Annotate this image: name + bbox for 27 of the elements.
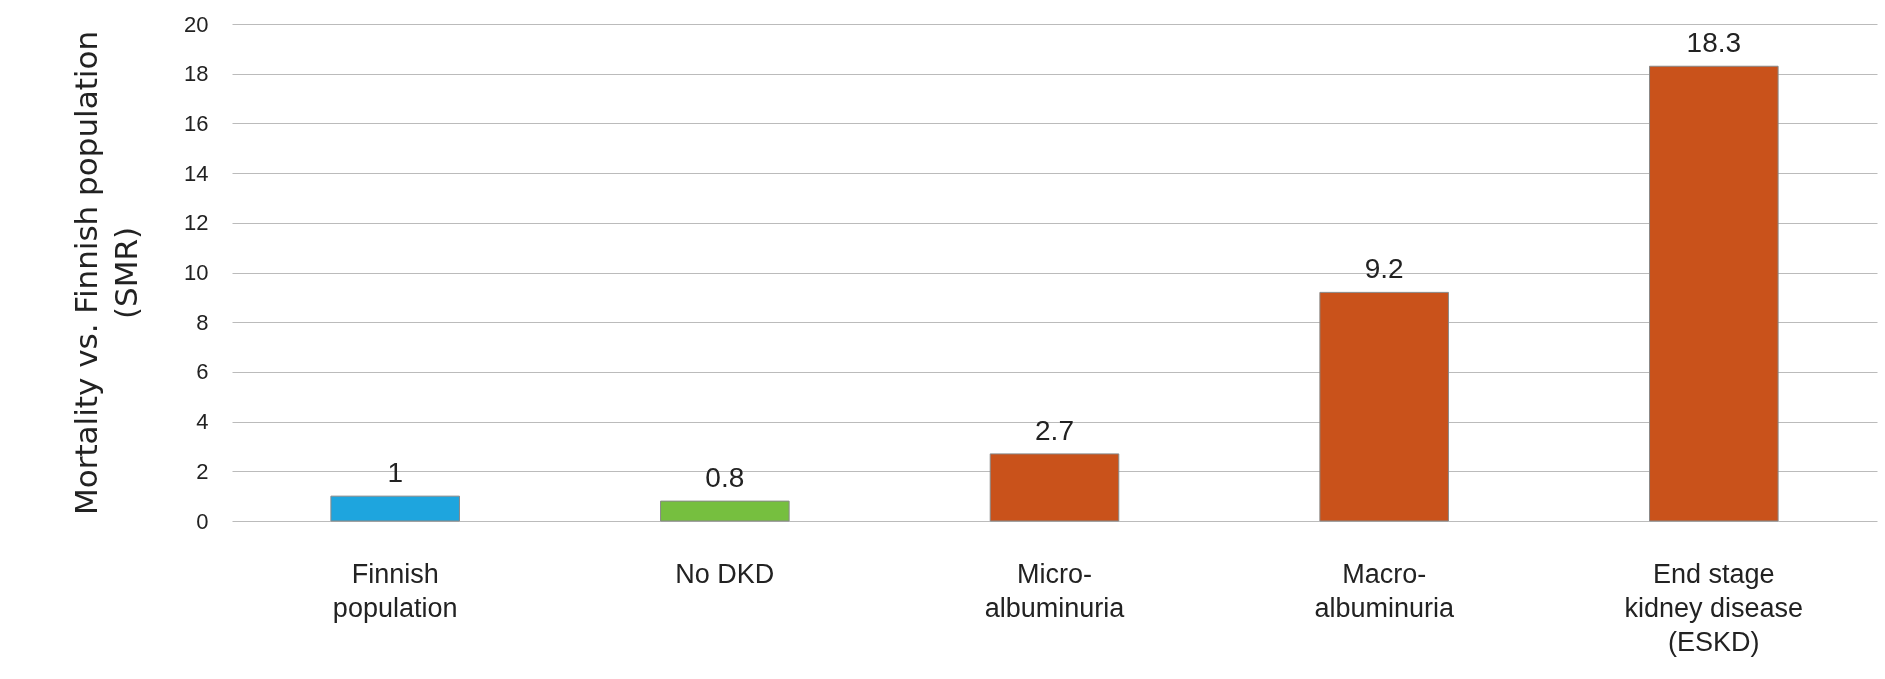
bar (660, 500, 790, 522)
y-tick-label: 4 (196, 409, 209, 435)
y-tick-label: 0 (196, 508, 209, 534)
y-tick-label: 2 (196, 458, 209, 484)
y-tick-label: 16 (184, 110, 209, 136)
y-tick-label: 8 (196, 309, 209, 335)
bar (1319, 291, 1449, 522)
y-tick-label: 18 (184, 61, 209, 87)
bar (330, 495, 460, 522)
data-label: 18.3 (1686, 27, 1742, 59)
y-tick-label: 10 (184, 260, 209, 285)
data-label: 1 (387, 457, 403, 489)
y-tick-label: 12 (184, 210, 209, 236)
y-tick-label: 6 (196, 359, 209, 385)
data-label: 0.8 (705, 462, 745, 494)
x-tick-label: Micro- albuminuria (984, 558, 1126, 623)
y-tick-label: 20 (184, 11, 209, 37)
y-tick-label: 14 (184, 160, 209, 186)
data-label: 2.7 (1035, 414, 1074, 446)
x-tick-label: Finnish population (332, 558, 458, 623)
x-tick-label: Macro- albuminuria (1314, 558, 1455, 623)
x-tick-label: No DKD (675, 558, 775, 589)
bar (1649, 65, 1779, 522)
y-axis-title: Mortality vs. Finnish population (SMR) (68, 30, 145, 516)
data-label: 9.2 (1364, 253, 1404, 285)
bar (989, 453, 1120, 522)
x-tick-label: End stage kidney disease (ESKD) (1624, 558, 1804, 657)
